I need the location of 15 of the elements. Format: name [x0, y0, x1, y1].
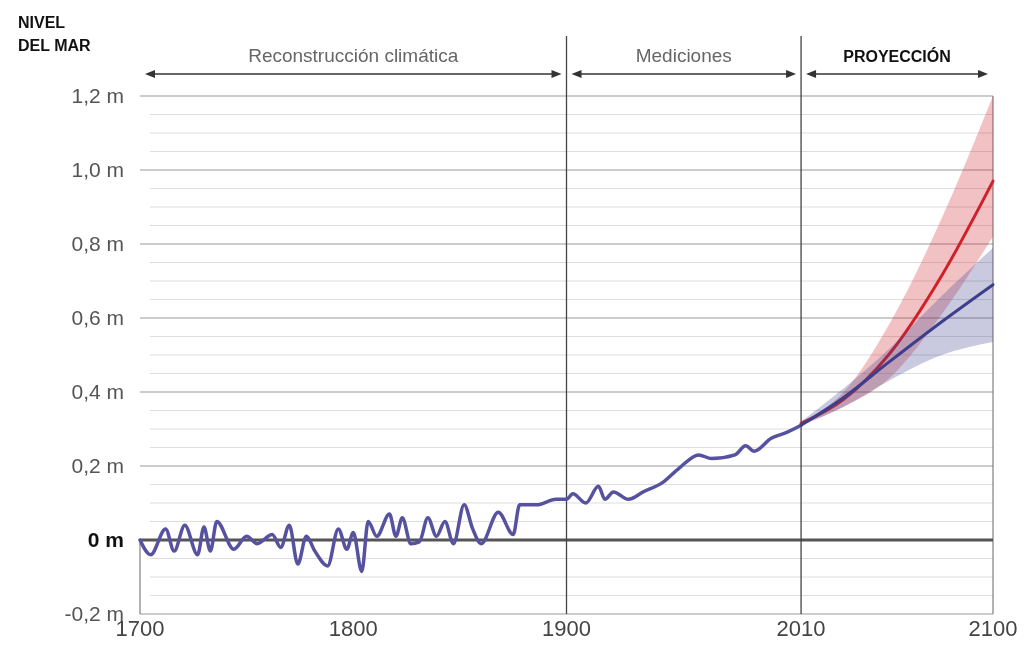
y-tick-label: 0 m [87, 528, 124, 552]
y-axis-title: NIVEL DEL MAR [18, 14, 92, 54]
y-tick-label: 0,6 m [71, 306, 124, 330]
x-tick-label: 2100 [968, 616, 1018, 641]
x-tick-label: 1800 [328, 616, 378, 641]
y-tick-label: 1,2 m [71, 84, 124, 108]
y-tick-label: 0,2 m [71, 454, 124, 478]
y-tick-label: 0,8 m [71, 232, 124, 256]
text: Mediciones [635, 45, 732, 66]
x-tick-label: 2010 [776, 616, 826, 641]
text: PROYECCIÓN [843, 47, 951, 65]
y-tick-label: 0,4 m [71, 380, 124, 404]
x-tick-label: 1900 [542, 616, 591, 641]
text: Reconstrucción climática [248, 45, 459, 66]
y-tick-label: 1,0 m [71, 158, 124, 182]
